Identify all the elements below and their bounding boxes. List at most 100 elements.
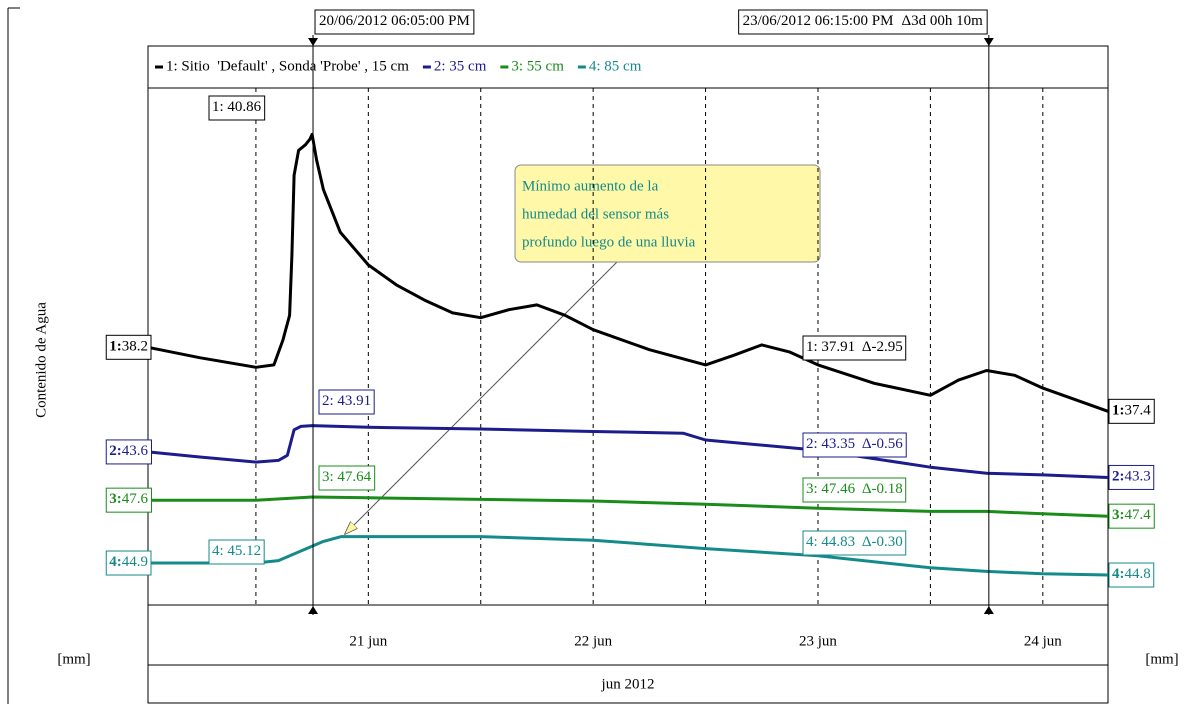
end-label: 4:44.8 <box>1112 566 1151 582</box>
start-label: 3:47.6 <box>109 492 148 508</box>
annotation-arrow <box>345 261 618 534</box>
series-line <box>148 495 1109 518</box>
cursor-time-text: 20/06/2012 06:05:00 PM <box>319 13 470 29</box>
cursor-value-label-part: 4: 45.12 <box>212 543 261 559</box>
cursor-value-label-part: 2: 43.35 Δ-0.56 <box>806 436 903 452</box>
cursor-value-label-part: 3: 47.64 <box>322 469 372 485</box>
start-label-part: 47.6 <box>122 492 149 508</box>
cursor-value-label: 3: 47.46 Δ-0.18 <box>806 481 903 497</box>
end-label-group: 3:47.4 <box>1108 503 1155 529</box>
cursor-value-label-group: 4: 45.12 <box>208 539 265 565</box>
x-tick-label: 23 jun <box>799 633 837 649</box>
start-label-group: 4:44.9 <box>105 550 152 576</box>
unit-label: [mm] <box>57 651 90 667</box>
start-label-box <box>105 439 152 465</box>
cursor-value-label-box <box>208 539 265 565</box>
start-label-part: 44.9 <box>122 554 148 570</box>
cursor-delta: Δ3d 00h 10m <box>902 13 984 29</box>
x-tick-label: 22 jun <box>574 633 612 649</box>
cursor-value-label: 3: 47.64 <box>322 469 372 485</box>
cursor-value-label-box <box>802 335 907 361</box>
cursor-time-box <box>314 9 475 35</box>
start-label-part: 3: <box>109 492 122 508</box>
cursor-value-label-box <box>318 465 376 491</box>
cursor-value-label-part: 1: 37.91 Δ-2.95 <box>806 339 903 355</box>
start-label-part: 43.6 <box>122 443 149 459</box>
end-label-part: 2: <box>1112 469 1125 485</box>
start-label-group: 2:43.6 <box>105 439 152 465</box>
cursor-value-label-group: 2: 43.91 <box>318 389 375 415</box>
end-label-group: 1:37.4 <box>1108 398 1155 424</box>
start-label-box <box>105 334 152 360</box>
series-line <box>147 424 1109 479</box>
cursor-value-label-group: 3: 47.64 <box>318 465 376 491</box>
cursor-value-label-part: 3: 47.46 Δ-0.18 <box>806 481 903 497</box>
start-label-part: 2: <box>109 443 122 459</box>
cursor-time-text: 23/06/2012 06:15:00 PM <box>743 13 894 29</box>
cursor-value-label-group: 1: 40.86 <box>208 95 266 121</box>
start-label-part: 4: <box>109 554 122 570</box>
start-label-group: 3:47.6 <box>105 487 152 513</box>
x-tick-label: 21 jun <box>349 633 387 649</box>
start-label: 1:38.2 <box>109 339 148 355</box>
cursor-time-box <box>738 9 988 35</box>
x-tick-label: 24 jun <box>1024 633 1062 649</box>
legend-label: 3: 55 cm <box>511 58 564 74</box>
cursor-marker <box>308 38 319 46</box>
start-label-part: 38.2 <box>122 339 148 355</box>
annotation-text: Mínimo aumento de la <box>522 178 659 194</box>
start-label-group: 1:38.2 <box>105 334 152 360</box>
cursor-value-label: 2: 43.91 <box>322 393 371 409</box>
end-label-part: 43.3 <box>1125 469 1151 485</box>
end-label-box <box>1108 398 1155 424</box>
end-label-part: 4: <box>1112 566 1125 582</box>
cursor-marker <box>983 606 994 614</box>
cursor-time-group: 23/06/2012 06:15:00 PM Δ3d 00h 10m <box>738 9 988 35</box>
cursor-value-label-box <box>802 477 907 503</box>
cursor-value-label-box <box>318 389 375 415</box>
cursor-value-label: 4: 45.12 <box>212 543 261 559</box>
end-label-part: 47.4 <box>1125 508 1152 524</box>
end-label-part: 1: <box>1112 403 1125 419</box>
legend-label: 1: Sitio 'Default' , Sonda 'Probe' , 15 … <box>166 58 409 74</box>
cursor-value-label: 4: 44.83 Δ-0.30 <box>806 534 903 550</box>
unit-label: [mm] <box>1145 651 1178 667</box>
cursor-value-label-group: 2: 43.35 Δ-0.56 <box>802 432 907 458</box>
series-line <box>147 132 1109 413</box>
y-axis-label: Contenido de Agua <box>33 302 49 418</box>
end-label-group: 4:44.8 <box>1108 562 1155 588</box>
legend-label: 4: 85 cm <box>589 58 642 74</box>
end-label-group: 2:43.3 <box>1108 464 1155 490</box>
cursor-value-label: 2: 43.35 Δ-0.56 <box>806 436 903 452</box>
start-label-part: 1: <box>109 339 122 355</box>
end-label: 1:37.4 <box>1112 403 1151 419</box>
cursor-value-label-group: 3: 47.46 Δ-0.18 <box>802 477 907 503</box>
cursor-time: 23/06/2012 06:15:00 PM Δ3d 00h 10m <box>743 13 984 29</box>
start-label-box <box>105 487 152 513</box>
end-label-part: 44.8 <box>1125 566 1151 582</box>
cursor-value-label-box <box>208 95 266 121</box>
cursor-marker <box>983 38 994 46</box>
annotation-text: profundo luego de una lluvia <box>522 234 696 250</box>
end-label-part: 3: <box>1112 508 1125 524</box>
end-label: 3:47.4 <box>1112 508 1151 524</box>
x-axis-label: jun 2012 <box>601 676 655 692</box>
cursor-value-label-group: 1: 37.91 Δ-2.95 <box>802 335 907 361</box>
end-label-box <box>1108 464 1155 490</box>
end-label-box <box>1108 503 1155 529</box>
series-line <box>148 535 1109 577</box>
cursor-value-label-part: 1: 40.86 <box>212 99 262 115</box>
cursor-value-label-part: 4: 44.83 Δ-0.30 <box>806 534 903 550</box>
cursor-time: 20/06/2012 06:05:00 PM <box>319 13 470 29</box>
annotation-box <box>514 164 821 263</box>
cursor-value-label-box <box>802 530 907 556</box>
start-label: 2:43.6 <box>109 443 148 459</box>
cursor-value-label-part: 2: 43.91 <box>322 393 371 409</box>
start-label: 4:44.9 <box>109 554 148 570</box>
start-label-box <box>105 550 152 576</box>
end-label: 2:43.3 <box>1112 469 1151 485</box>
end-label-box <box>1108 562 1155 588</box>
legend-label: 2: 35 cm <box>434 58 487 74</box>
